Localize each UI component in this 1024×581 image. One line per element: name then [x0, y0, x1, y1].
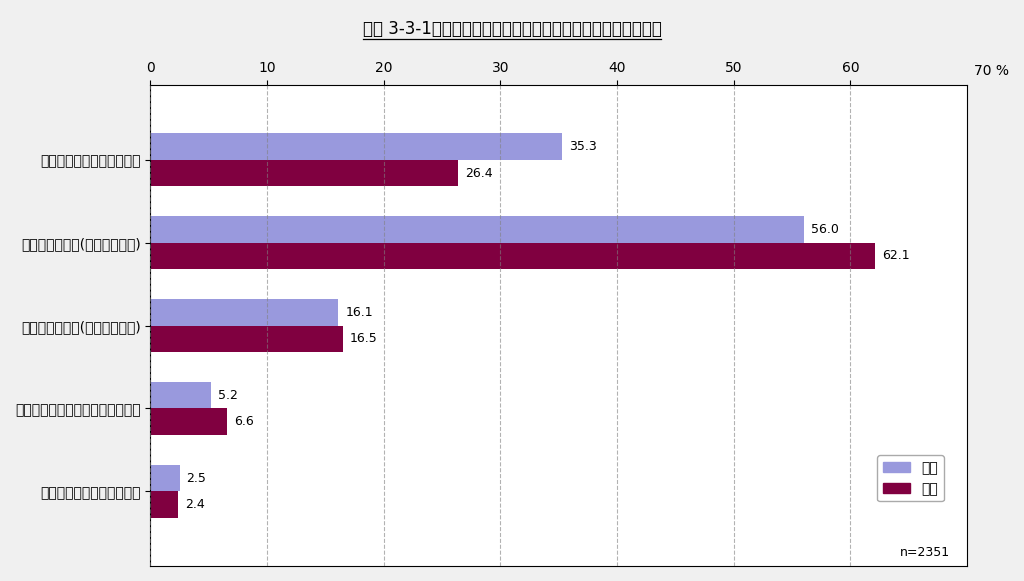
Bar [151, 160, 459, 187]
Bar [151, 325, 343, 352]
Text: n=2351: n=2351 [899, 546, 949, 560]
Legend: 男性, 女性: 男性, 女性 [877, 456, 944, 501]
Text: 16.5: 16.5 [350, 332, 378, 345]
Bar [151, 465, 179, 492]
Text: 5.2: 5.2 [218, 389, 238, 401]
Text: 16.1: 16.1 [345, 306, 373, 319]
Bar [151, 133, 562, 160]
Text: 26.4: 26.4 [465, 167, 493, 180]
Text: 35.3: 35.3 [569, 140, 597, 153]
Text: 6.6: 6.6 [234, 415, 254, 428]
Bar [151, 243, 874, 269]
Text: 2.5: 2.5 [186, 472, 207, 485]
Bar [151, 382, 211, 408]
Bar [151, 216, 804, 243]
Bar [151, 408, 227, 435]
Bar [151, 299, 338, 325]
Text: 56.0: 56.0 [811, 223, 839, 236]
Text: 70 %: 70 % [974, 64, 1009, 78]
Text: 62.1: 62.1 [882, 249, 909, 263]
Text: 図表 3-3-1　ブログ運営での匿名／実名　（性別、複数回答）: 図表 3-3-1 ブログ運営での匿名／実名 （性別、複数回答） [362, 20, 662, 38]
Text: 2.4: 2.4 [185, 498, 205, 511]
Bar [151, 492, 178, 518]
